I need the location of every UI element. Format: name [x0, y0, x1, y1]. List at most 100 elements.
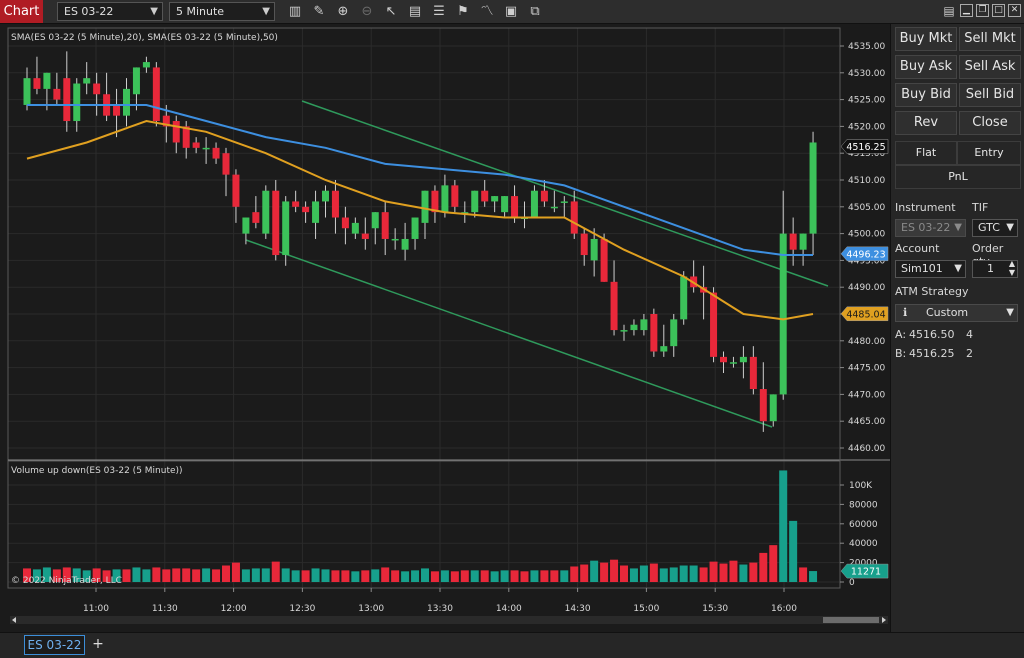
data-box-icon[interactable]: ▤ — [408, 4, 422, 19]
volume-bar — [182, 568, 191, 582]
tab-es-03-22[interactable]: ES 03-22 — [24, 635, 85, 655]
volume-bar — [480, 570, 489, 582]
sma-50-line — [27, 104, 813, 256]
indicators-icon[interactable]: 〽 — [480, 4, 494, 19]
sell-bid-button[interactable]: Sell Bid — [959, 83, 1021, 107]
volume-bar — [102, 570, 111, 582]
volume-bar — [749, 562, 758, 582]
price-tick-label: 4490.00 — [848, 283, 885, 293]
candle-up — [809, 142, 817, 234]
maximize-icon[interactable]: □ — [992, 4, 1005, 17]
close-position-button[interactable]: Close — [959, 111, 1021, 135]
add-tab-button[interactable]: + — [92, 636, 104, 652]
candle-down — [292, 201, 300, 207]
sell-ask-button[interactable]: Sell Ask — [959, 55, 1021, 79]
volume-bar — [729, 560, 738, 582]
time-tick-label: 11:00 — [83, 604, 109, 614]
close-icon[interactable]: ✕ — [1008, 4, 1021, 17]
candle-up — [471, 190, 479, 213]
tif-value: GTC — [978, 221, 1000, 234]
tif-label: TIF — [972, 201, 989, 214]
chart-menu-button[interactable]: Chart — [0, 0, 43, 23]
volume-bar — [430, 571, 439, 582]
time-tick-label: 12:00 — [221, 604, 247, 614]
candle-up — [351, 222, 359, 234]
templates-icon[interactable]: ▣ — [504, 4, 518, 19]
sell-market-button[interactable]: Sell Mkt — [959, 27, 1021, 51]
properties-icon[interactable]: ☰ — [433, 4, 445, 19]
account-select[interactable]: Sim101 ▼ — [895, 260, 966, 278]
candle-up — [620, 330, 628, 332]
chevron-down-icon: ▼ — [262, 6, 270, 17]
interval-selector[interactable]: 5 Minute ▼ — [169, 2, 275, 21]
atm-strategy-select[interactable]: ℹ Custom ▼ — [895, 304, 1018, 322]
candle-up — [242, 217, 250, 234]
restore-icon[interactable]: ❐ — [976, 4, 989, 17]
candle-up — [322, 190, 329, 202]
minimize-icon[interactable]: ▁ — [960, 4, 973, 17]
candle-up — [530, 190, 538, 218]
scroll-right-icon[interactable] — [882, 617, 886, 623]
candle-up — [142, 62, 150, 68]
candle-down — [610, 281, 618, 331]
candle-down — [232, 174, 240, 207]
buy-bid-button[interactable]: Buy Bid — [895, 83, 957, 107]
volume-bar — [580, 564, 589, 582]
sma-lines — [26, 104, 814, 321]
candle-down — [331, 190, 339, 218]
volume-bar — [789, 520, 798, 582]
volume-bar — [779, 470, 788, 582]
strategies-icon[interactable]: ⚑ — [457, 4, 469, 19]
channel-upper-line — [301, 100, 829, 287]
horizontal-scrollbar[interactable] — [10, 616, 888, 624]
volume-bar — [450, 571, 459, 582]
volume-bar — [639, 565, 648, 582]
buy-market-button[interactable]: Buy Mkt — [895, 27, 957, 51]
pointer-icon[interactable]: ↖ — [385, 4, 397, 19]
volume-bar — [112, 569, 121, 582]
volume-bar — [172, 568, 181, 582]
volume-bar — [72, 568, 81, 582]
order-qty-stepper[interactable]: 1 ▲ ▼ — [972, 259, 1018, 278]
volume-bar — [281, 568, 290, 582]
menu-icon[interactable]: ▤ — [943, 4, 955, 18]
chevron-down-icon: ▼ — [1006, 307, 1014, 318]
reverse-button[interactable]: Rev — [895, 111, 957, 135]
order-qty-value: 1 — [987, 262, 994, 275]
price-chart[interactable]: SMA(ES 03-22 (5 Minute),20), SMA(ES 03-2… — [0, 24, 890, 632]
buy-ask-button[interactable]: Buy Ask — [895, 55, 957, 79]
volume-bar — [490, 571, 499, 582]
candle-down — [540, 190, 548, 202]
scroll-left-icon[interactable] — [12, 617, 16, 623]
stepper-up-icon[interactable]: ▲ — [1008, 259, 1015, 268]
candles-group — [23, 51, 817, 432]
candle-up — [43, 72, 51, 89]
draw-pencil-icon[interactable]: ✎ — [313, 4, 325, 19]
volume-bar — [391, 570, 400, 582]
volume-bar — [152, 567, 161, 582]
price-tick-label: 4465.00 — [848, 417, 885, 427]
volume-bar — [560, 570, 569, 582]
trend-channel[interactable] — [245, 100, 829, 428]
candle-up — [779, 233, 787, 395]
chart-panel[interactable]: SMA(ES 03-22 (5 Minute),20), SMA(ES 03-2… — [0, 24, 890, 632]
bid-label: B: — [895, 347, 907, 360]
zoom-in-icon[interactable]: ⊕ — [337, 4, 349, 19]
instrument-selector[interactable]: ES 03-22 ▼ — [57, 2, 163, 21]
tif-select[interactable]: GTC ▼ — [972, 219, 1018, 237]
candle-up — [680, 276, 688, 320]
candle-up — [769, 394, 777, 422]
scrollbar-thumb[interactable] — [823, 617, 879, 623]
volume-bar — [23, 568, 31, 582]
account-value: Sim101 — [901, 262, 943, 275]
share-icon[interactable]: ⧉ — [530, 4, 540, 19]
candle-down — [481, 190, 489, 202]
bar-type-icon[interactable]: ▥ — [288, 4, 302, 19]
price-tick-label: 4500.00 — [848, 230, 885, 240]
volume-bar — [689, 565, 698, 582]
info-icon[interactable]: ℹ — [903, 306, 908, 319]
stepper-down-icon[interactable]: ▼ — [1008, 268, 1015, 277]
zoom-out-icon[interactable]: ⊖ — [361, 4, 373, 19]
price-tick-label: 4470.00 — [848, 390, 885, 400]
volume-bar — [460, 570, 469, 582]
